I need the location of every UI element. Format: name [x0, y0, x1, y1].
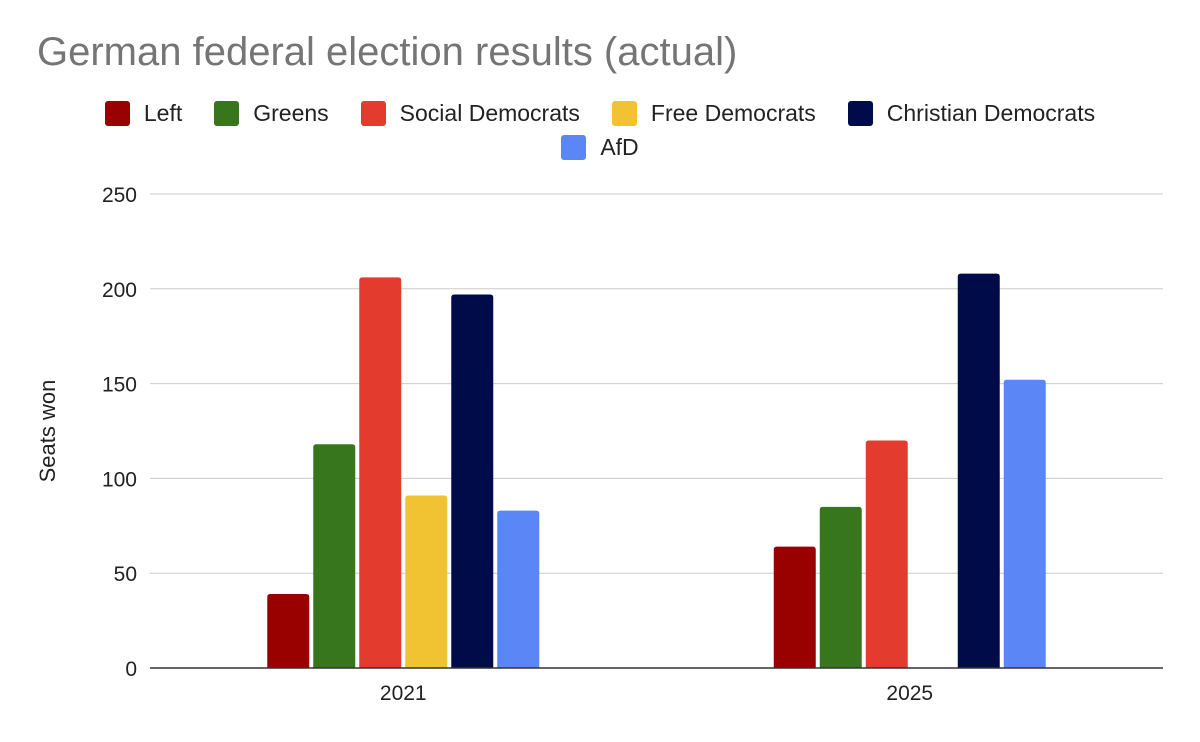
legend-swatch-afd: [561, 134, 587, 160]
legend-item-afd: AfD: [561, 133, 639, 161]
legend-swatch-greens: [214, 100, 240, 126]
bar-greens-2025: [819, 506, 862, 668]
bar-left-2025: [773, 546, 816, 668]
bar-social-democrats-2025: [865, 440, 908, 668]
bars: [267, 273, 1046, 668]
bar-free-democrats-2021: [405, 495, 448, 668]
y-tick-label: 100: [102, 468, 137, 491]
legend-label-left: Left: [143, 99, 183, 126]
bar-greens-2021: [313, 444, 356, 668]
bar-left-2021: [267, 594, 310, 668]
y-tick-label: 50: [114, 563, 137, 586]
legend-item-social-democrats: Social Democrats: [360, 99, 580, 127]
x-tick-label: 2021: [380, 682, 427, 705]
x-tick-label: 2025: [886, 682, 933, 705]
y-tick-labels: 0 50 100 150 200 250: [102, 184, 137, 681]
bar-christian-democrats-2025: [957, 273, 1000, 668]
legend-row: AfD: [545, 130, 654, 164]
chart-title: German federal election results (actual): [37, 30, 738, 74]
bar-social-democrats-2021: [359, 277, 402, 668]
legend-label-greens: Greens: [253, 99, 329, 126]
legend-label-social-democrats: Social Democrats: [399, 99, 580, 126]
y-tick-label: 200: [102, 279, 137, 302]
legend-swatch-social-democrats: [360, 100, 386, 126]
x-tick-labels: 2021 2025: [380, 682, 933, 705]
y-tick-label: 150: [102, 374, 137, 397]
legend-row: Left Greens Social Democrats Free Democr…: [89, 96, 1111, 130]
legend-label-afd: AfD: [600, 133, 639, 160]
y-axis-title: Seats won: [35, 380, 60, 483]
y-tick-label: 250: [102, 184, 137, 207]
legend-swatch-left: [104, 100, 130, 126]
legend-item-greens: Greens: [214, 99, 329, 127]
legend-item-christian-democrats: Christian Democrats: [847, 99, 1096, 127]
bar-christian-democrats-2021: [451, 294, 494, 668]
legend: Left Greens Social Democrats Free Democr…: [0, 96, 1200, 164]
legend-label-free-democrats: Free Democrats: [650, 99, 816, 126]
legend-swatch-free-democrats: [611, 100, 637, 126]
bar-afd-2021: [497, 510, 540, 668]
legend-swatch-christian-democrats: [847, 100, 873, 126]
legend-item-left: Left: [104, 99, 183, 127]
legend-item-free-democrats: Free Democrats: [611, 99, 816, 127]
y-tick-label: 0: [125, 658, 137, 681]
bar-afd-2025: [1003, 379, 1046, 668]
legend-label-christian-democrats: Christian Democrats: [886, 99, 1096, 126]
